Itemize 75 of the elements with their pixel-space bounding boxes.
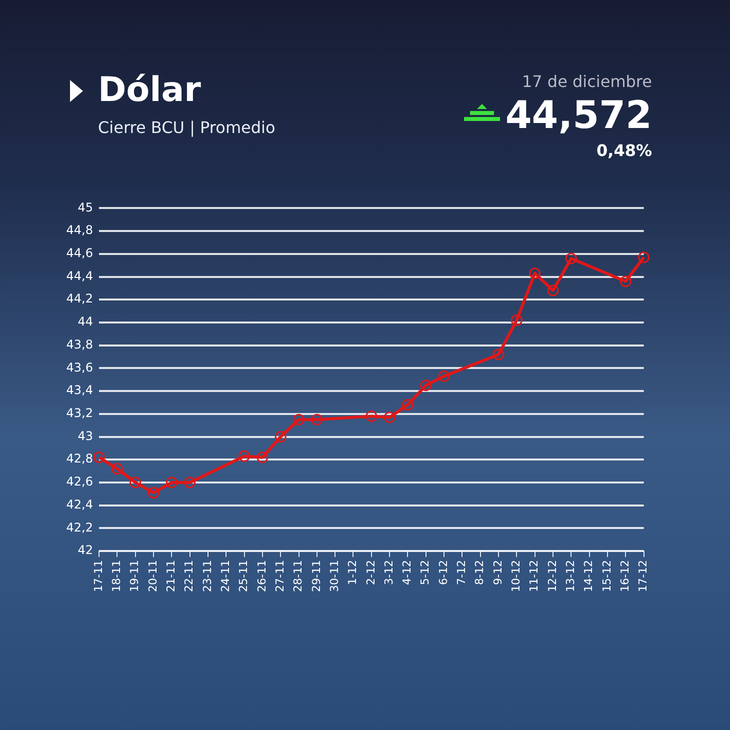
x-tick-label: 20-11 xyxy=(146,560,160,592)
y-tick-label: 44,4 xyxy=(66,268,93,283)
point xyxy=(256,452,268,464)
point xyxy=(529,268,541,280)
x-tick-label: 3-12 xyxy=(382,560,396,586)
x-tick-label: 19-11 xyxy=(128,560,142,592)
x-tick-label: 6-12 xyxy=(436,560,450,586)
x-tick-label: 10-12 xyxy=(510,560,523,592)
x-tick-label: 28-11 xyxy=(292,560,305,592)
x-tick-label: 17-11 xyxy=(92,560,105,592)
chart-subtitle: Cierre BCU | Promedio xyxy=(98,118,276,137)
x-tick-label: 7-12 xyxy=(455,560,468,586)
text: 17 de diciembre xyxy=(520,72,652,91)
x-tick-label: 17-12 xyxy=(636,560,650,592)
y-tick-label: 42,8 xyxy=(66,452,93,466)
point xyxy=(402,399,414,411)
point xyxy=(93,452,105,464)
y-tick-label: 42,6 xyxy=(66,474,93,489)
point xyxy=(492,348,504,360)
text: 0,48% xyxy=(595,141,652,160)
x-tick-label: 24-11 xyxy=(218,560,232,592)
x-tick-label: 11-12 xyxy=(528,560,541,592)
y-tick-label: 43,6 xyxy=(66,360,93,374)
point xyxy=(166,476,178,488)
x-tick-label: 22-11 xyxy=(182,560,196,592)
point xyxy=(620,276,632,288)
y-tick-label: 43 xyxy=(78,428,93,443)
x-tick-label: 14-12 xyxy=(582,560,596,592)
x-tick-label: 26-11 xyxy=(255,560,268,592)
point xyxy=(274,431,286,443)
x-tick-label: 15-12 xyxy=(600,560,614,592)
x-tick-label: 1-12 xyxy=(346,560,360,586)
point xyxy=(565,252,577,264)
y-tick-label: 43,8 xyxy=(66,337,93,352)
x-tick-label: 5-12 xyxy=(418,560,432,586)
point xyxy=(311,414,323,426)
y-tick-label: 44,8 xyxy=(66,223,93,238)
y-tick-label: 44 xyxy=(78,314,93,329)
x-tick-label: 23-11 xyxy=(200,560,214,592)
point xyxy=(293,414,305,426)
y-tick-label: 43,4 xyxy=(66,383,93,398)
point xyxy=(148,487,160,499)
point xyxy=(547,284,559,296)
y-tick-label: 44,2 xyxy=(66,292,93,306)
x-tick-label: 12-12 xyxy=(546,560,559,592)
point xyxy=(111,463,123,475)
point xyxy=(420,380,432,392)
x-tick-label: 21-11 xyxy=(164,560,178,592)
point xyxy=(130,476,142,488)
point xyxy=(184,476,196,488)
y-tick-label: 43,2 xyxy=(66,406,93,420)
x-tick-label: 25-11 xyxy=(237,560,250,592)
x-tick-label: 13-12 xyxy=(564,560,578,592)
y-tick-label: 42,4 xyxy=(66,497,93,512)
y-tick-label: 45 xyxy=(78,200,93,214)
y-tick-label: 42 xyxy=(78,543,93,558)
point xyxy=(438,370,450,382)
chart-title: Dólar xyxy=(98,70,201,110)
x-tick-label: 8-12 xyxy=(473,560,486,586)
x-tick-label: 18-11 xyxy=(110,560,124,592)
point xyxy=(510,314,522,326)
x-tick-label: 27-11 xyxy=(273,560,286,592)
x-tick-label: 16-12 xyxy=(618,560,632,592)
y-tick-label: 42,2 xyxy=(66,520,93,534)
point xyxy=(384,412,396,424)
x-tick-label: 29-11 xyxy=(310,560,323,592)
text: 44,572 xyxy=(505,93,652,137)
point xyxy=(238,450,250,462)
x-tick-label: 30-11 xyxy=(328,560,341,592)
y-tick-label: 44,6 xyxy=(66,246,93,260)
point xyxy=(366,410,378,422)
x-tick-label: 9-12 xyxy=(491,560,504,586)
x-tick-label: 4-12 xyxy=(400,560,414,586)
x-tick-label: 2-12 xyxy=(364,560,378,586)
point xyxy=(638,252,650,264)
